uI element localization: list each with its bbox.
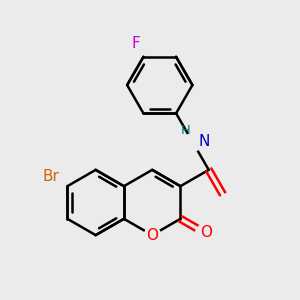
Text: H: H xyxy=(181,124,190,136)
Text: F: F xyxy=(132,36,140,51)
Text: N: N xyxy=(199,134,210,149)
Text: Br: Br xyxy=(42,169,59,184)
Text: O: O xyxy=(146,228,158,243)
Text: O: O xyxy=(201,225,213,240)
